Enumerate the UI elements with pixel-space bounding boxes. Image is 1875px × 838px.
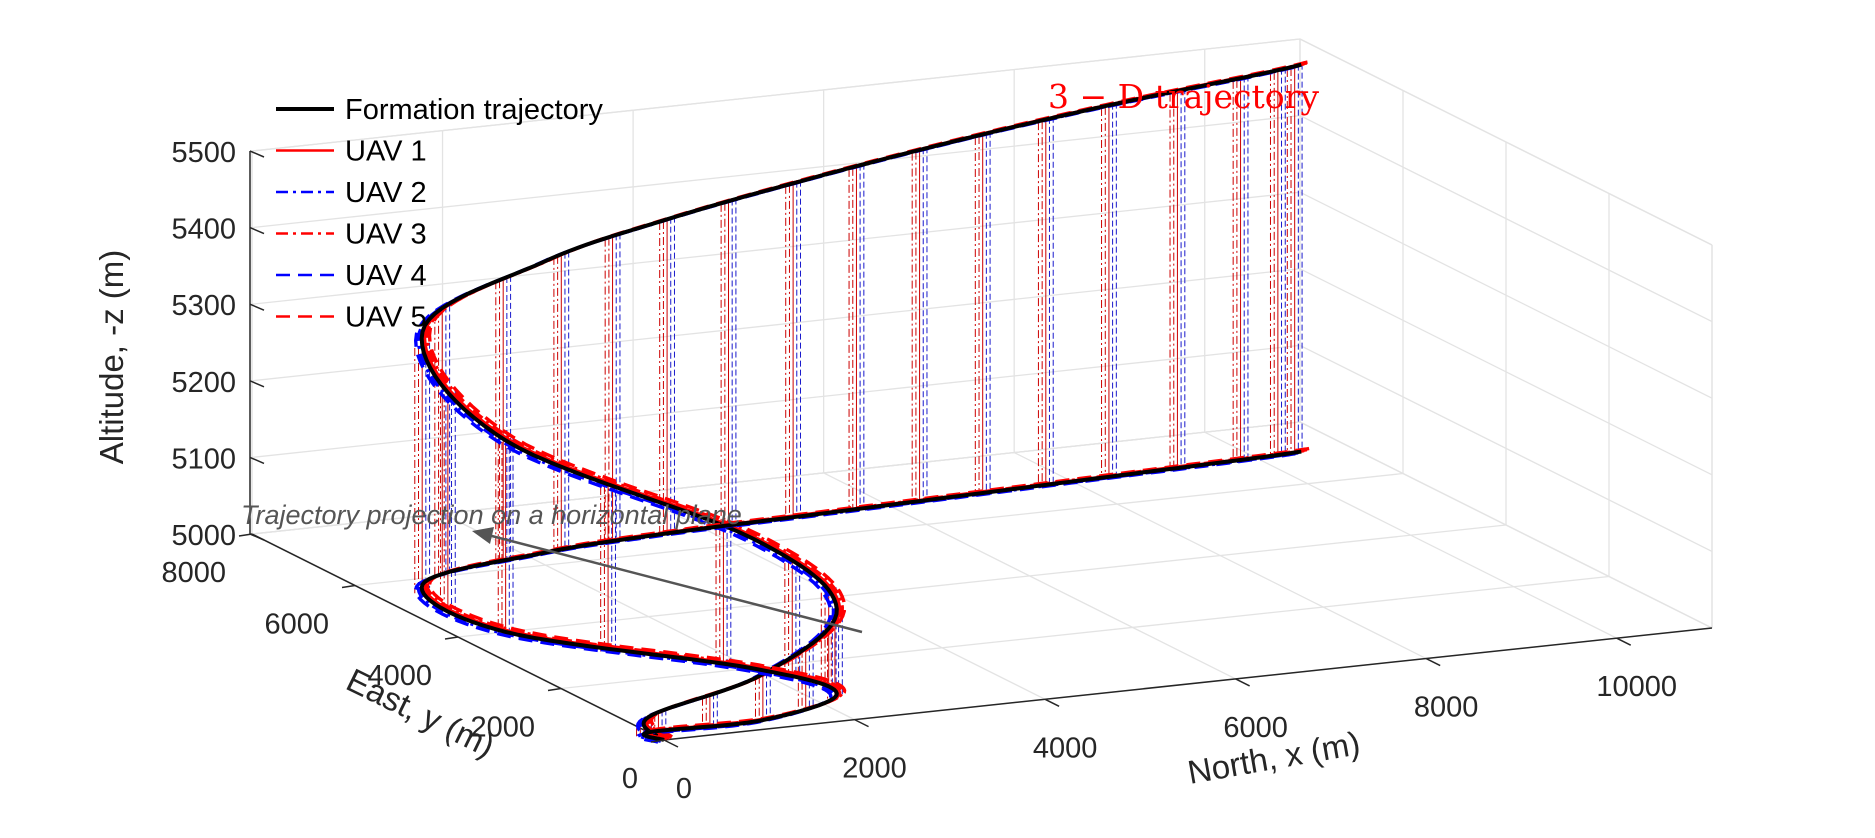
z-tick-label: 5000	[171, 520, 236, 552]
annotation: Trajectory projection on a horizontal pl…	[241, 500, 863, 634]
z-tick-mark	[249, 533, 265, 541]
drop-lines-layer	[414, 63, 1303, 742]
grid-line	[1299, 344, 1713, 552]
grid-line	[457, 524, 1507, 638]
series-layer	[414, 60, 1310, 744]
z-tick-label: 5400	[171, 214, 236, 246]
chart-title: 3 − D trajectory	[1048, 77, 1319, 116]
x-tick-label: 6000	[1223, 712, 1288, 744]
y-tick-label: 2000	[470, 712, 535, 744]
grid-line	[1299, 115, 1713, 323]
z-tick-mark	[249, 380, 265, 388]
box-edge	[251, 38, 1301, 152]
annotation-arrow	[487, 533, 863, 634]
grid-line	[251, 344, 1301, 459]
z-tick-label: 5300	[171, 290, 236, 322]
y-tick-label: 8000	[161, 557, 226, 589]
y-tick-mark	[650, 739, 665, 743]
z-tick-mark	[249, 150, 265, 158]
legend-label: UAV 2	[345, 177, 427, 209]
legend-label: UAV 5	[345, 302, 427, 334]
series-line-formation-trajectory	[419, 449, 1302, 742]
y-tick-label: 0	[622, 763, 638, 795]
y-tick-mark	[341, 584, 356, 589]
z-tick-label: 5100	[171, 443, 236, 475]
legend-label: UAV 3	[345, 219, 427, 251]
x-tick-label: 2000	[842, 753, 907, 785]
y-tick-mark	[238, 533, 253, 537]
y-tick-label: 6000	[264, 609, 329, 641]
series-line-uav-3	[425, 448, 1308, 740]
x-tick-mark	[1044, 698, 1060, 707]
y-tick-mark	[444, 636, 459, 640]
x-tick-label: 0	[676, 773, 692, 805]
annotation-text: Trajectory projection on a horizontal pl…	[241, 500, 742, 530]
grid-line	[251, 191, 1301, 305]
legend-label: Formation trajectory	[345, 94, 603, 126]
x-tick-label: 4000	[1033, 732, 1098, 764]
z-axis-label: Altitude, -z (m)	[93, 250, 130, 465]
x-axis-line	[663, 627, 1713, 741]
box-edge	[1299, 421, 1713, 629]
x-tick-mark	[854, 718, 869, 728]
z-tick-mark	[249, 226, 265, 235]
series-line-uav-2	[416, 451, 1299, 743]
x-tick-mark	[1616, 637, 1632, 646]
z-tick-mark	[249, 303, 265, 311]
grid-line	[1299, 191, 1713, 399]
x-tick-mark	[1235, 678, 1250, 687]
z-tick-label: 5200	[171, 367, 236, 399]
ticks-layer: 0 2000 4000 6000 8000 10000 0 2000 4000 6000 8000 5…	[161, 137, 1677, 805]
legend-label: UAV 1	[345, 136, 427, 168]
y-tick-label: 4000	[367, 660, 432, 692]
box-edge	[1299, 38, 1713, 246]
z-tick-label: 5500	[171, 137, 236, 169]
y-tick-mark	[547, 687, 562, 692]
x-tick-mark	[663, 739, 679, 748]
box-edge	[251, 421, 1301, 535]
z-tick-mark	[249, 456, 265, 465]
grid-line	[560, 575, 1610, 690]
series-line-uav-4	[414, 452, 1296, 744]
x-tick-mark	[1425, 657, 1441, 667]
legend: Formation trajectory UAV 1 UAV 2 UAV 3 UAV 4…	[276, 94, 603, 334]
annotation-arrowhead	[472, 527, 494, 544]
grid-line	[251, 114, 1301, 229]
series-line-formation-trajectory	[419, 62, 1302, 742]
legend-label: UAV 4	[345, 260, 427, 292]
grid-line	[354, 472, 1404, 587]
x-tick-label: 10000	[1596, 671, 1677, 703]
x-tick-label: 8000	[1414, 692, 1479, 724]
grid-line	[1299, 268, 1713, 476]
